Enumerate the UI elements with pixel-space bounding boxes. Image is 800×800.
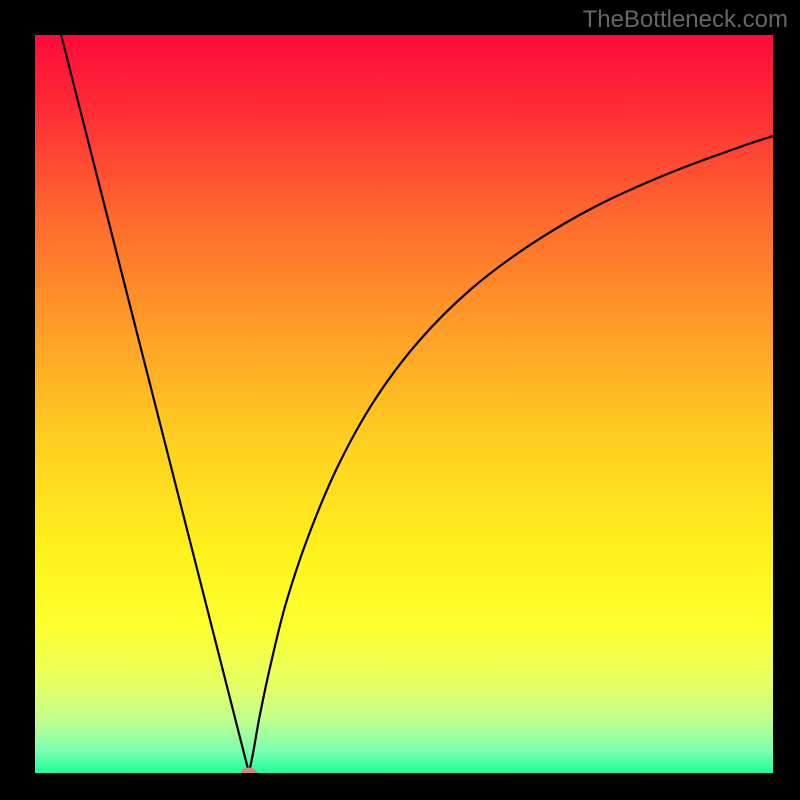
watermark-text: TheBottleneck.com [583,6,788,34]
bottleneck-chart [0,0,800,800]
chart-plot-background [35,35,773,773]
chart-container: TheBottleneck.com [0,0,800,800]
